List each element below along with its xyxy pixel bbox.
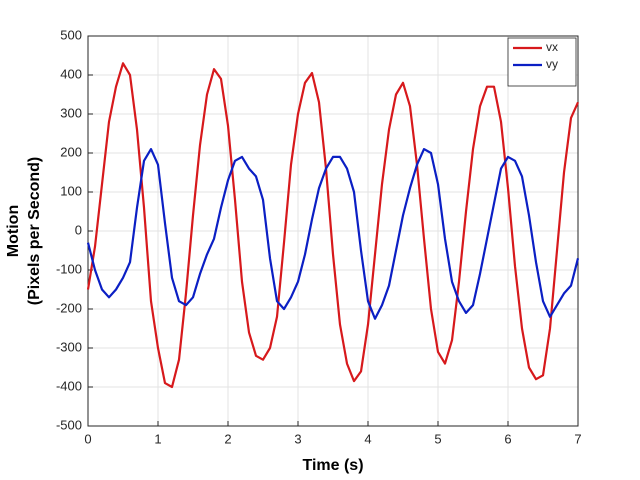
y-tick-label: 500 — [60, 27, 82, 42]
y-axis-label: Motion — [5, 205, 22, 257]
y-tick-label: -400 — [56, 378, 82, 393]
line-series — [86, 62, 580, 389]
legend-label: vx — [546, 40, 558, 54]
x-tick-label: 4 — [364, 431, 371, 446]
y-tick-label: 100 — [60, 183, 82, 198]
y-tick-label: -200 — [56, 300, 82, 315]
y-tick-label: 300 — [60, 105, 82, 120]
x-tick-label: 1 — [154, 431, 161, 446]
y-tick-label: 200 — [60, 144, 82, 159]
axes-box — [87, 35, 579, 427]
line-series — [86, 148, 580, 320]
y-tick-label: -500 — [56, 417, 82, 432]
y-tick-label: -300 — [56, 339, 82, 354]
x-tick-label: 3 — [294, 431, 301, 446]
x-tick-label: 2 — [224, 431, 231, 446]
y-tick-label: -100 — [56, 261, 82, 276]
legend: vx vy — [507, 37, 577, 87]
y-axis-label: (Pixels per Second) — [26, 157, 43, 306]
legend-box — [507, 37, 577, 87]
x-tick-label: 0 — [84, 431, 91, 446]
x-tick-label: 6 — [504, 431, 511, 446]
legend-label: vy — [546, 57, 558, 71]
x-tick-label: 7 — [574, 431, 581, 446]
x-tick-label: 5 — [434, 431, 441, 446]
x-axis-label: Time (s) — [302, 457, 363, 474]
y-tick-label: 400 — [60, 66, 82, 81]
y-tick-label: 0 — [75, 222, 82, 237]
